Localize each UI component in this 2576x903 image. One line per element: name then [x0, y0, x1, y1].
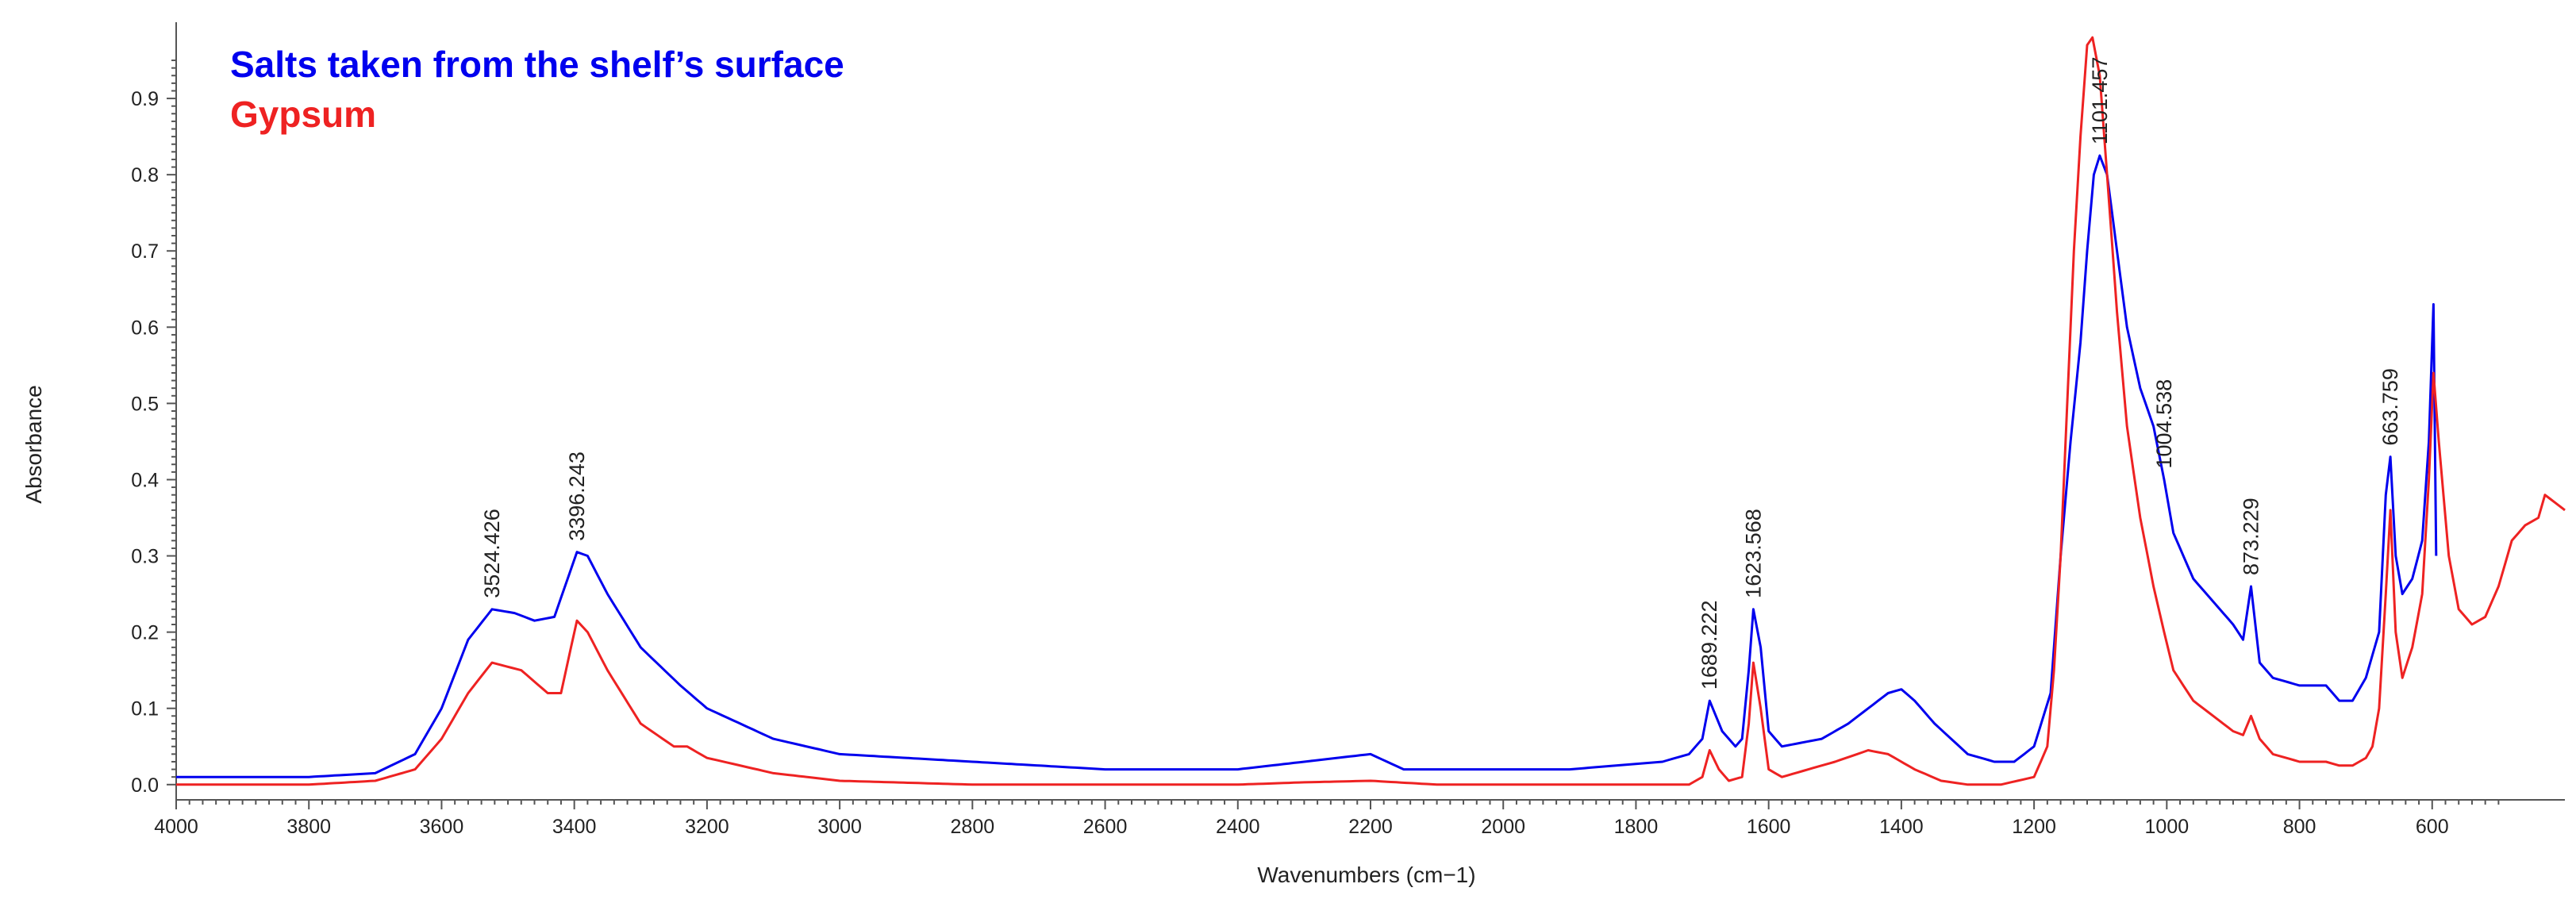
- y-tick-label: 0.8: [131, 164, 159, 186]
- x-tick-label: 2200: [1348, 816, 1393, 838]
- y-tick-label: 0.3: [131, 546, 159, 568]
- y-tick-label: 0.5: [131, 393, 159, 415]
- series-line-salts: [176, 154, 2438, 778]
- x-axis-title: Wavenumbers (cm−1): [1257, 863, 1475, 887]
- x-tick-label: 2800: [951, 816, 995, 838]
- y-tick-label: 0.1: [131, 698, 159, 720]
- y-axis: 0.0 0.1 0.2 0.3 0.4 0.5 0.6 0.7 0.8 0.9: [131, 60, 176, 797]
- y-tick-label: 0.2: [131, 622, 159, 644]
- x-tick-label: 3800: [286, 816, 331, 838]
- y-tick-label: 0.9: [131, 88, 159, 110]
- y-axis-title: Absorbance: [21, 385, 46, 503]
- y-tick-label: 0.4: [131, 469, 159, 491]
- x-axis: 4000 3800 3600 3400 3200 3000 2800 2600 2400 2200…: [154, 800, 2500, 838]
- peak-label: 873.229: [2240, 498, 2263, 575]
- series-line-gypsum: [176, 36, 2566, 786]
- x-tick-label: 800: [2283, 816, 2316, 838]
- y-tick-label: 0.0: [131, 774, 159, 797]
- series-layer: [176, 36, 2566, 786]
- y-tick-label: 0.7: [131, 240, 159, 263]
- x-tick-label: 2000: [1481, 816, 1525, 838]
- peak-annotations: 3524.426 3396.243 1689.222 1623.568 1101.457…: [480, 57, 2402, 690]
- x-tick-label: 4000: [154, 816, 198, 838]
- peak-label: 3524.426: [480, 509, 504, 598]
- legend: Salts taken from the shelf’s surface Gyp…: [230, 44, 844, 135]
- x-tick-label: 1600: [1747, 816, 1791, 838]
- x-tick-label: 2400: [1216, 816, 1260, 838]
- x-tick-label: 1800: [1614, 816, 1659, 838]
- x-tick-label: 1400: [1879, 816, 1924, 838]
- x-tick-label: 3000: [817, 816, 862, 838]
- legend-entry-salts: Salts taken from the shelf’s surface: [230, 44, 844, 85]
- x-tick-label: 600: [2416, 816, 2449, 838]
- x-tick-label: 3600: [420, 816, 464, 838]
- peak-label: 663.759: [2378, 368, 2402, 446]
- peak-label: 3396.243: [565, 452, 589, 541]
- legend-entry-gypsum: Gypsum: [230, 94, 376, 135]
- x-tick-label: 2600: [1083, 816, 1128, 838]
- peak-label: 1623.568: [1741, 509, 1765, 598]
- x-tick-label: 1000: [2145, 816, 2190, 838]
- x-tick-label: 1200: [2012, 816, 2056, 838]
- x-tick-label: 3200: [685, 816, 729, 838]
- peak-label: 1689.222: [1697, 600, 1721, 690]
- x-tick-label: 3400: [552, 816, 597, 838]
- y-tick-label: 0.6: [131, 317, 159, 339]
- peak-label: 1004.538: [2152, 379, 2176, 469]
- peak-label: 1101.457: [2088, 57, 2112, 145]
